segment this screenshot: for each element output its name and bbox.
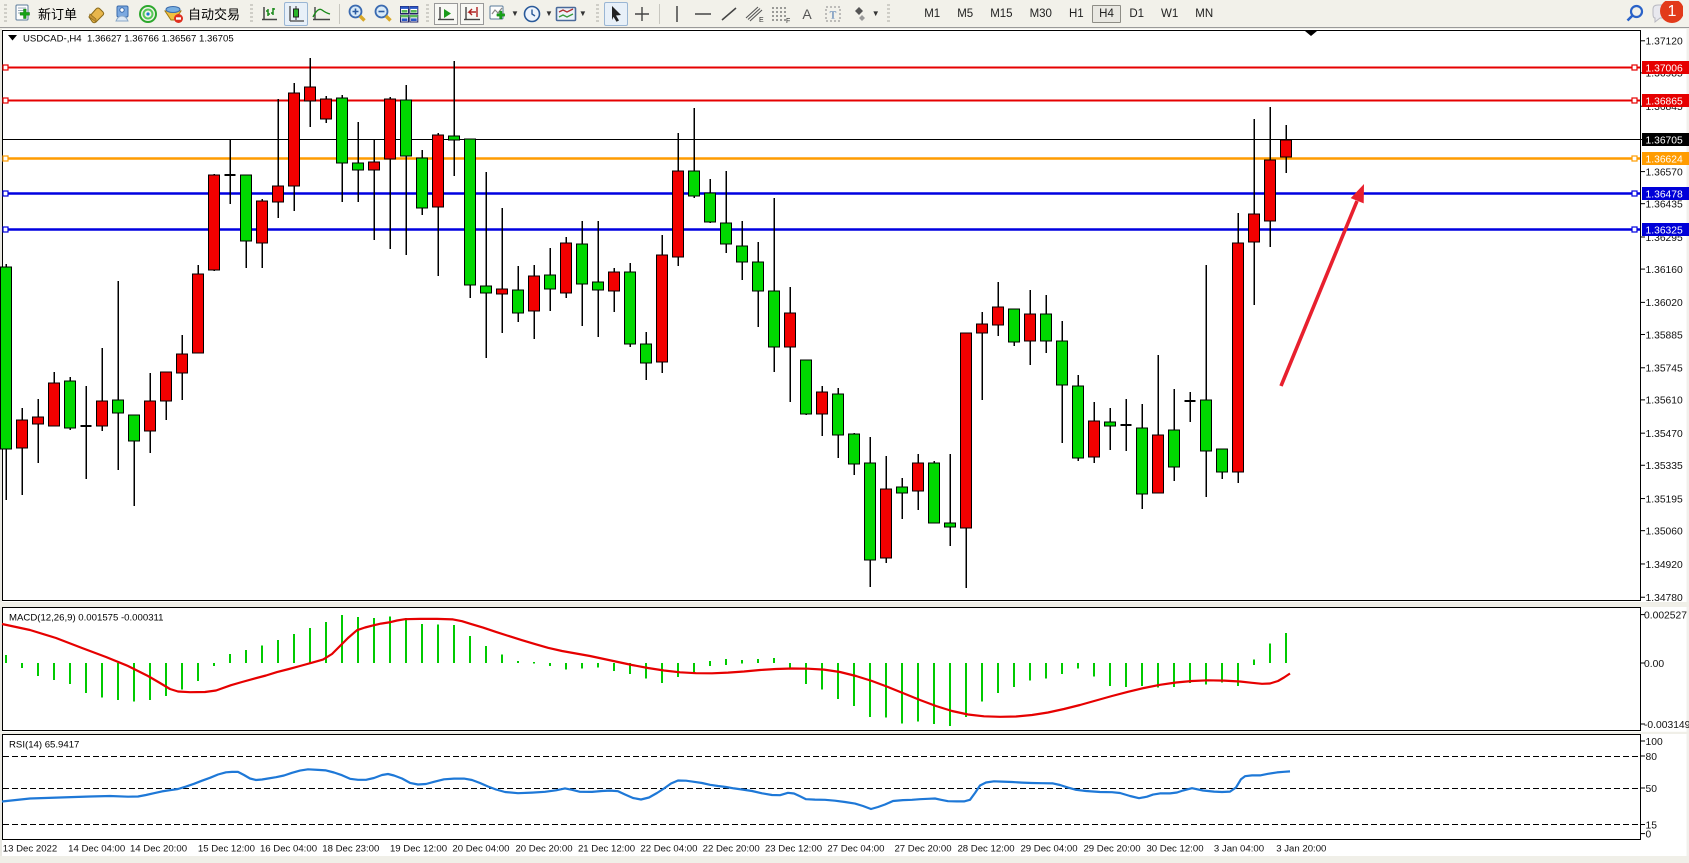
svg-text:14 Dec 20:00: 14 Dec 20:00 [130, 844, 187, 855]
svg-text:30 Dec 12:00: 30 Dec 12:00 [1146, 844, 1203, 855]
svg-text:1.36570: 1.36570 [1646, 167, 1683, 178]
svg-text:20 Dec 20:00: 20 Dec 20:00 [515, 844, 572, 855]
svg-text:1.36435: 1.36435 [1646, 199, 1683, 210]
svg-text:RSI(14) 65.9417: RSI(14) 65.9417 [9, 740, 79, 751]
svg-text:1: 1 [1668, 3, 1677, 20]
svg-text:1.37120: 1.37120 [1646, 37, 1683, 48]
svg-text:A: A [802, 6, 812, 22]
svg-text:1.36705: 1.36705 [1646, 135, 1683, 146]
svg-text:20 Dec 04:00: 20 Dec 04:00 [452, 844, 509, 855]
svg-text:1.35610: 1.35610 [1646, 396, 1683, 407]
svg-text:27 Dec 04:00: 27 Dec 04:00 [827, 844, 884, 855]
svg-text:1.34920: 1.34920 [1646, 560, 1683, 571]
svg-text:1.36020: 1.36020 [1646, 298, 1683, 309]
svg-text:-0.003149: -0.003149 [1644, 720, 1689, 731]
svg-text:E: E [759, 17, 764, 24]
svg-text:1.36295: 1.36295 [1646, 233, 1683, 244]
svg-text:1.35060: 1.35060 [1646, 526, 1683, 537]
svg-text:1.34780: 1.34780 [1646, 593, 1683, 604]
svg-text:22 Dec 04:00: 22 Dec 04:00 [640, 844, 697, 855]
svg-text:13 Dec 2022: 13 Dec 2022 [3, 844, 57, 855]
svg-text:21 Dec 12:00: 21 Dec 12:00 [578, 844, 635, 855]
svg-text:23 Dec 12:00: 23 Dec 12:00 [765, 844, 822, 855]
svg-text:1.35745: 1.35745 [1646, 364, 1683, 375]
svg-text:1.35885: 1.35885 [1646, 330, 1683, 341]
svg-text:1.35195: 1.35195 [1646, 494, 1683, 505]
svg-text:22 Dec 20:00: 22 Dec 20:00 [703, 844, 760, 855]
svg-text:18 Dec 23:00: 18 Dec 23:00 [322, 844, 379, 855]
svg-text:MACD(12,26,9) 0.001575 -0.0003: MACD(12,26,9) 0.001575 -0.000311 [9, 613, 164, 624]
svg-text:1.36624: 1.36624 [1646, 154, 1683, 165]
svg-text:1.35470: 1.35470 [1646, 429, 1683, 440]
svg-text:1.35335: 1.35335 [1646, 461, 1683, 472]
svg-text:27 Dec 20:00: 27 Dec 20:00 [894, 844, 951, 855]
svg-text:1.36478: 1.36478 [1646, 189, 1683, 200]
svg-text:19 Dec 12:00: 19 Dec 12:00 [390, 844, 447, 855]
svg-text:1.36845: 1.36845 [1646, 102, 1683, 113]
svg-text:29 Dec 20:00: 29 Dec 20:00 [1083, 844, 1140, 855]
svg-text:29 Dec 04:00: 29 Dec 04:00 [1020, 844, 1077, 855]
svg-text:1.36865: 1.36865 [1646, 96, 1683, 107]
svg-text:1.36160: 1.36160 [1646, 265, 1683, 276]
svg-text:0.002527: 0.002527 [1644, 610, 1687, 621]
svg-text:0: 0 [1646, 829, 1652, 840]
svg-text:1.37006: 1.37006 [1646, 63, 1683, 74]
svg-text:T: T [829, 9, 836, 21]
svg-text:15 Dec 12:00: 15 Dec 12:00 [198, 844, 255, 855]
svg-text:50: 50 [1646, 784, 1658, 795]
svg-text:14 Dec 04:00: 14 Dec 04:00 [68, 844, 125, 855]
svg-text:3 Jan 20:00: 3 Jan 20:00 [1276, 844, 1326, 855]
svg-text:1.36985: 1.36985 [1646, 69, 1683, 80]
svg-text:0.00: 0.00 [1644, 659, 1664, 670]
svg-text:16 Dec 04:00: 16 Dec 04:00 [260, 844, 317, 855]
svg-text:15: 15 [1646, 820, 1658, 831]
svg-text:USDCAD-,H4 1.36627 1.36766 1.: USDCAD-,H4 1.36627 1.36766 1.36567 1.367… [23, 34, 234, 45]
svg-text:F: F [786, 18, 790, 24]
svg-text:80: 80 [1646, 752, 1658, 763]
svg-text:100: 100 [1646, 737, 1663, 748]
svg-text:1.36325: 1.36325 [1646, 225, 1683, 236]
svg-text:28 Dec 12:00: 28 Dec 12:00 [957, 844, 1014, 855]
svg-text:3 Jan 04:00: 3 Jan 04:00 [1214, 844, 1264, 855]
